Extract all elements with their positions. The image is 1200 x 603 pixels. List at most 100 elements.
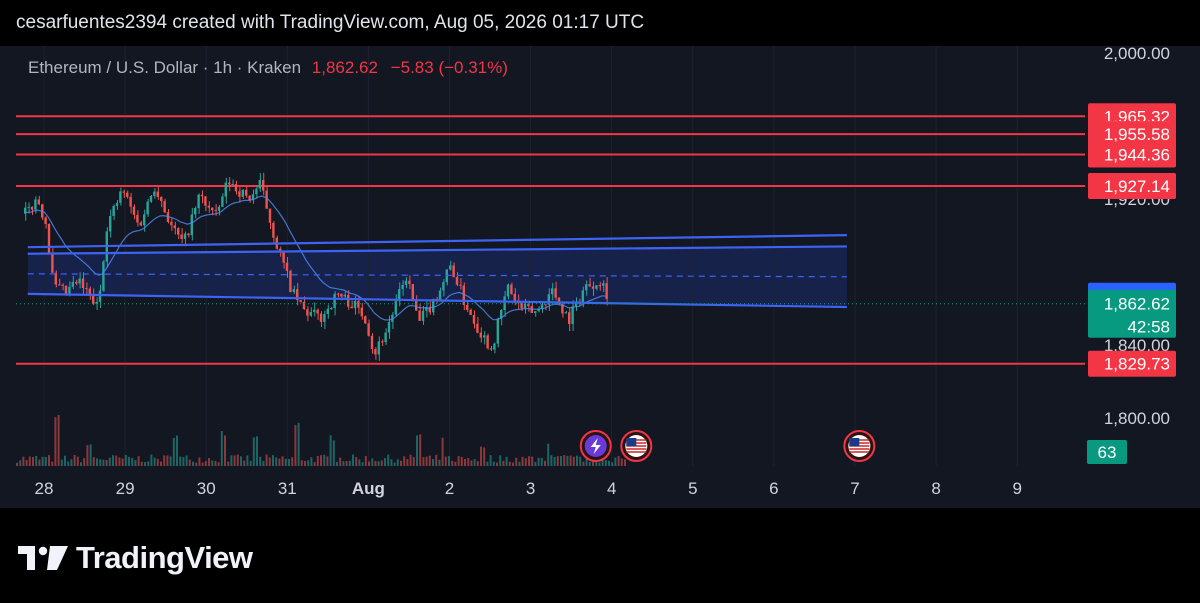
x-tick-label: 6 xyxy=(769,479,778,498)
volume-bar xyxy=(140,461,143,466)
volume-bar xyxy=(403,456,406,466)
volume-bar xyxy=(531,456,534,466)
volume-bar xyxy=(204,461,207,466)
volume-bar xyxy=(233,455,236,466)
volume-bar xyxy=(396,459,399,466)
volume-bar xyxy=(41,456,44,466)
candle xyxy=(255,188,258,195)
volume-bar xyxy=(540,457,543,466)
volume-bar xyxy=(326,456,329,466)
volume-bar xyxy=(188,459,191,466)
volume-bar xyxy=(547,443,550,466)
volume-bar xyxy=(166,455,169,466)
candle xyxy=(591,286,595,289)
price-chart[interactable]: 2,000.001,920.001,840.001,800.001,965.32… xyxy=(0,46,1200,508)
candle xyxy=(527,303,530,307)
candle xyxy=(272,222,275,238)
candle xyxy=(486,335,489,349)
volume-bar xyxy=(259,456,262,466)
candle xyxy=(459,284,462,286)
price-tag-text: 1,944.36 xyxy=(1104,146,1170,165)
brand[interactable]: TradingView xyxy=(18,540,253,576)
candle xyxy=(129,196,132,207)
volume-bar xyxy=(198,457,201,466)
volume-bar xyxy=(544,460,546,466)
volume-bar xyxy=(355,457,358,466)
candle xyxy=(370,335,374,349)
volume-bar xyxy=(92,457,95,466)
volume-bar xyxy=(246,455,249,466)
volume-bar xyxy=(457,456,460,466)
volume-bar xyxy=(89,444,92,466)
candle xyxy=(384,332,387,343)
volume-bar xyxy=(60,459,63,466)
candle xyxy=(47,223,51,255)
channel-lower-line xyxy=(27,292,847,309)
top-bar: cesarfuentes2394 created with TradingVie… xyxy=(0,0,1200,46)
candle xyxy=(190,214,193,236)
candle xyxy=(568,312,571,325)
candle xyxy=(469,309,472,316)
candle xyxy=(432,299,435,313)
volume-bar xyxy=(86,445,89,466)
y-tick-label: 2,000.00 xyxy=(1104,46,1170,63)
volume-bar xyxy=(624,459,626,466)
volume-bar xyxy=(569,455,572,466)
volume-bar xyxy=(486,461,489,466)
volume-bar xyxy=(518,461,521,466)
price-tag-text: 1,829.73 xyxy=(1104,355,1170,374)
volume-bar xyxy=(144,462,146,466)
volume-bar xyxy=(268,457,271,466)
volume-bar xyxy=(275,457,278,466)
chart-area[interactable]: 2,000.00 1,920.00 1,840.00 1,800.00 1,965.32… xyxy=(0,46,1200,508)
volume-bar xyxy=(553,456,556,466)
candle xyxy=(231,184,234,186)
volume-bar xyxy=(201,462,204,466)
volume-bar xyxy=(550,455,553,466)
candle xyxy=(234,184,238,192)
candle xyxy=(350,306,353,309)
candle xyxy=(408,280,411,285)
volume-bar xyxy=(444,456,447,466)
candle xyxy=(122,191,125,193)
candle xyxy=(472,315,476,324)
candle xyxy=(98,290,102,302)
volume-bar xyxy=(172,437,175,466)
candle xyxy=(92,294,95,305)
flag-canton xyxy=(626,438,637,446)
candle xyxy=(204,196,207,206)
candle xyxy=(170,221,173,226)
price-tag-box xyxy=(1088,350,1176,377)
candle xyxy=(506,284,510,297)
candle xyxy=(336,293,340,295)
y-tick-label: 1,800.00 xyxy=(1104,409,1170,428)
volume-bar xyxy=(489,455,492,466)
volume-bar xyxy=(422,457,425,466)
volume-bar xyxy=(476,461,479,466)
volume-bar xyxy=(217,462,220,466)
volume-bar xyxy=(460,456,463,466)
candle xyxy=(489,348,493,350)
candle xyxy=(595,285,598,289)
candle xyxy=(126,192,129,197)
volume-bar xyxy=(176,435,178,466)
us-flag-event-icon xyxy=(620,430,653,462)
volume-bar xyxy=(505,456,508,466)
candle xyxy=(425,306,428,311)
candle xyxy=(160,196,163,202)
candle xyxy=(132,206,136,215)
volume-bar xyxy=(288,459,290,466)
candle xyxy=(588,284,591,287)
current-price-tag: 1,862.62 42:58 xyxy=(1088,289,1176,338)
volume-bar xyxy=(192,461,194,466)
candle xyxy=(534,311,537,313)
volume-bar xyxy=(611,462,614,466)
x-tick-label: 9 xyxy=(1012,479,1021,498)
candle xyxy=(387,321,391,333)
volume-bar xyxy=(582,461,585,466)
volume-bar xyxy=(147,461,150,466)
volume-bar xyxy=(304,461,306,466)
channel-mid-line xyxy=(27,273,847,278)
x-tick-label: 4 xyxy=(607,479,616,498)
volume-bar xyxy=(70,459,73,466)
